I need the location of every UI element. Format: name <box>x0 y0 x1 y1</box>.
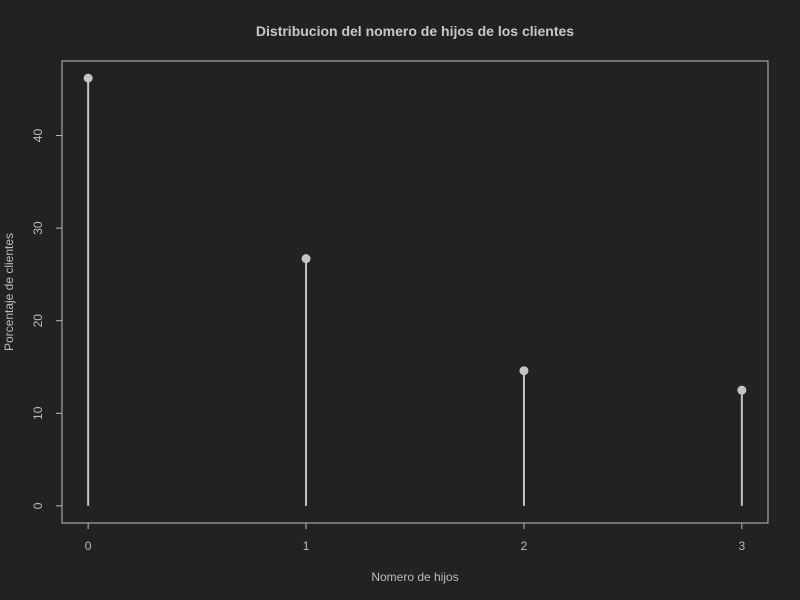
x-axis-label: Nomero de hijos <box>371 570 458 584</box>
x-axis: 0 1 2 3 <box>85 522 746 553</box>
x-tick-label: 3 <box>739 539 746 553</box>
y-tick-label: 40 <box>31 129 45 143</box>
point-1 <box>301 254 311 264</box>
y-axis: 0 10 20 30 40 <box>31 129 63 509</box>
plot-box <box>61 60 769 524</box>
x-tick-label: 2 <box>521 539 528 553</box>
chart-title: Distribucion del nomero de hijos de los … <box>256 23 574 39</box>
y-tick-label: 30 <box>31 221 45 235</box>
y-tick-label: 10 <box>31 406 45 420</box>
x-tick-label: 0 <box>85 539 92 553</box>
data-marks <box>83 73 747 506</box>
point-2 <box>519 366 529 376</box>
point-0 <box>83 73 93 83</box>
y-tick-label: 0 <box>31 502 45 509</box>
y-tick-label: 20 <box>31 314 45 328</box>
y-axis-label: Porcentaje de clientes <box>2 233 16 351</box>
point-3 <box>737 385 747 395</box>
x-tick-label: 1 <box>303 539 310 553</box>
